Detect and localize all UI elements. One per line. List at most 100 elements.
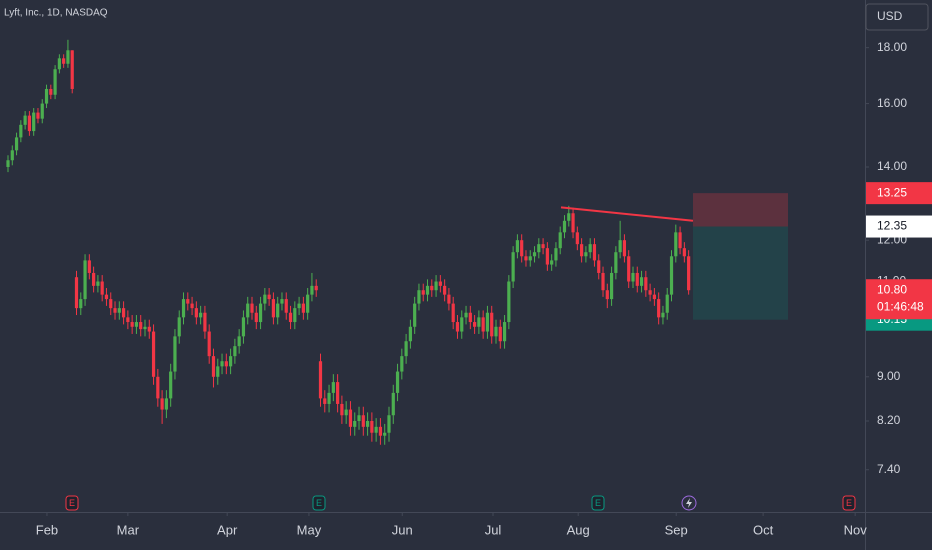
candle-body [216, 366, 220, 377]
candle-body [276, 303, 280, 318]
candle-body [477, 317, 481, 327]
earnings-icon[interactable] [591, 495, 605, 511]
currency-button[interactable] [865, 3, 929, 31]
candle-body [507, 281, 511, 323]
candle-body [130, 322, 134, 327]
earnings-label[interactable]: E [595, 498, 601, 508]
candle-body [687, 256, 691, 291]
candle-body [331, 382, 335, 393]
candle-body [592, 244, 597, 261]
candle-body [160, 398, 164, 410]
x-tick-label: Feb [36, 522, 58, 537]
candle-body [550, 260, 554, 265]
candle-body [301, 303, 305, 313]
candle-body [408, 326, 412, 342]
plot-area [6, 39, 691, 445]
candle-body [485, 312, 490, 332]
candle-body [117, 308, 121, 313]
candle-body [109, 299, 113, 309]
earnings-label[interactable]: E [316, 498, 322, 508]
candle-body [229, 356, 233, 367]
candle-body [669, 256, 674, 295]
x-tick-label: May [297, 522, 322, 537]
candle-body [541, 244, 545, 249]
x-tick-label: Sep [665, 522, 688, 537]
candle-body [49, 88, 53, 95]
candle-body [241, 317, 246, 337]
x-tick-label: Mar [117, 522, 140, 537]
candle-body [614, 252, 618, 273]
x-tick-label: Jun [392, 522, 413, 537]
candle-body [164, 398, 168, 410]
candle-body [618, 240, 622, 253]
lightning-icon [686, 498, 692, 508]
candle-body [224, 361, 228, 367]
candle-body [365, 421, 370, 427]
candle-body [421, 290, 425, 295]
candle-body [468, 312, 472, 323]
candle-body [588, 244, 592, 253]
candle-body [19, 124, 23, 138]
candle-body [96, 281, 100, 286]
earnings-icon[interactable] [312, 495, 326, 511]
earnings-icon[interactable] [65, 495, 79, 511]
candle-body [134, 322, 139, 327]
currency-label[interactable]: USD [877, 9, 903, 23]
candle-body [575, 232, 579, 245]
candle-body [92, 272, 96, 286]
candle-body [220, 361, 224, 367]
candle-body [10, 150, 14, 161]
candle-body [580, 244, 584, 257]
candle-body [306, 294, 310, 313]
candle-body [348, 409, 353, 427]
stop-zone [693, 193, 788, 227]
candle-body [490, 312, 494, 337]
candle-body [156, 376, 160, 399]
candle-body [36, 112, 40, 119]
x-tick-label: Apr [217, 522, 238, 537]
candle-body [601, 272, 605, 291]
candle-body [631, 272, 635, 282]
overlay [560, 193, 788, 320]
y-tick-label: 18.00 [877, 40, 907, 54]
candle-body [434, 281, 438, 291]
candle-body [57, 58, 61, 70]
candle-body [344, 409, 348, 416]
x-tick-label: Aug [567, 522, 590, 537]
candle-body [635, 272, 639, 286]
candle-body [104, 294, 109, 300]
candle-body [571, 213, 575, 233]
candle-body [211, 356, 216, 377]
candle-body [430, 285, 434, 291]
candle-body [515, 240, 520, 253]
candle-body [310, 285, 314, 295]
price-label: 12.35 [877, 219, 907, 233]
price-label-box [866, 182, 932, 205]
candle-body [237, 336, 241, 347]
candle-body [627, 256, 631, 282]
candle-body [181, 299, 186, 318]
candle-body [6, 160, 10, 167]
x-tick-label: Oct [753, 522, 774, 537]
candle-body [169, 371, 173, 399]
dividend-icon[interactable] [681, 495, 697, 511]
earnings-label[interactable]: E [846, 498, 852, 508]
candle-body [438, 281, 442, 286]
candle-body [79, 299, 83, 309]
candle-body [370, 421, 374, 433]
candle-body [194, 308, 198, 318]
candle-body [143, 326, 147, 330]
candle-body [665, 294, 669, 313]
earnings-label[interactable]: E [69, 498, 75, 508]
price-label-box [866, 279, 932, 320]
candle-body [288, 312, 293, 323]
candle-body [284, 299, 288, 313]
candle-body [661, 312, 665, 318]
candle-body [199, 312, 203, 318]
candle-body [383, 432, 387, 436]
earnings-icon[interactable] [842, 495, 856, 511]
trendline [560, 206, 694, 222]
candle-body [609, 272, 614, 300]
